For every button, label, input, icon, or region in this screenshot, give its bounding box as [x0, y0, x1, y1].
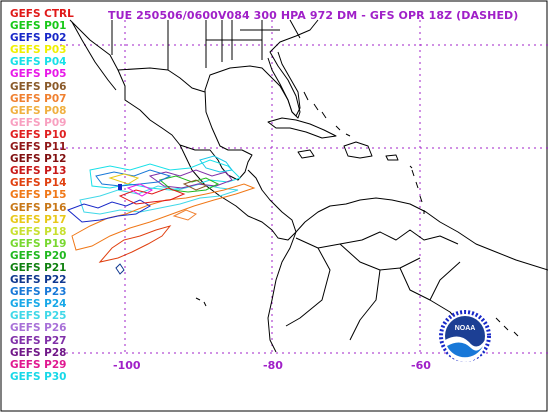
legend-item: GEFS P02: [10, 32, 67, 45]
baja-coast: [71, 21, 117, 91]
contour-orange-3: [172, 209, 198, 221]
contour-brown-1: [182, 179, 208, 191]
north-america-coast: [69, 19, 319, 181]
legend-item: GEFS P10: [10, 128, 67, 141]
graticule: [60, 20, 548, 354]
noaa-logo: NOAA: [439, 310, 491, 362]
legend-item: GEFS P15: [10, 189, 67, 202]
legend-item: GEFS P11: [10, 141, 67, 154]
cuba-coast: [267, 117, 337, 139]
south-america-coast: [295, 197, 548, 271]
ensemble-contours: [67, 155, 256, 275]
legend-item: GEFS P19: [10, 237, 67, 250]
mexico-border: [117, 67, 206, 93]
legend-item: GEFS P04: [10, 56, 67, 69]
legend-item: GEFS P25: [10, 310, 67, 323]
legend-item: GEFS P06: [10, 80, 67, 93]
legend-item: GEFS P09: [10, 116, 67, 129]
legend-item: GEFS CTRL: [10, 8, 74, 20]
legend-item: GEFS P16: [10, 201, 67, 214]
noaa-logo-text: NOAA: [455, 325, 476, 332]
legend-item: GEFS P14: [10, 177, 67, 190]
legend-item: GEFS P13: [10, 165, 67, 178]
legend-item: GEFS P28: [10, 346, 67, 359]
lesser-antilles: [409, 165, 425, 214]
galapagos-islands: [195, 297, 207, 307]
florida-coast: [267, 51, 301, 117]
puerto-rico-coast: [385, 154, 399, 161]
legend-item: GEFS P05: [10, 68, 67, 81]
lon-label-80: -80: [263, 359, 283, 372]
legend-item: GEFS P17: [10, 213, 67, 226]
ensemble-legend: GEFS CTRL GEFS P01 GEFS P02 GEFS P03 GEFS P0…: [0, 8, 74, 383]
contour-cyan-2: [79, 183, 239, 215]
contour-yellow-1: [108, 173, 140, 185]
jamaica-coast: [297, 149, 315, 159]
legend-item: GEFS P22: [10, 274, 67, 287]
legend-item: GEFS P30: [10, 370, 67, 383]
legend-item: GEFS P27: [10, 334, 67, 347]
legend-item: GEFS P24: [10, 298, 67, 311]
contour-blue-3: [115, 263, 125, 275]
contour-orange-2: [98, 225, 172, 263]
lon-label-60: -60: [411, 359, 431, 372]
south-america-borders: [285, 229, 463, 341]
contour-magenta-1: [126, 183, 154, 197]
forecast-marker: [118, 184, 122, 190]
bahamas-islands: [303, 91, 351, 137]
legend-item: GEFS P12: [10, 153, 67, 166]
legend-item: GEFS P07: [10, 92, 67, 105]
legend-item: GEFS P20: [10, 249, 67, 262]
contour-red-1: [118, 187, 186, 205]
contour-green-1: [158, 175, 220, 193]
south-america-west: [267, 231, 297, 353]
contour-orange-1: [71, 183, 256, 251]
contour-cyan-3: [199, 155, 233, 173]
hispaniola-coast: [343, 141, 373, 159]
southern-islands: [495, 317, 519, 337]
us-state-borders: [111, 19, 301, 70]
legend-item: GEFS P08: [10, 104, 67, 117]
legend-item: GEFS P01: [10, 20, 67, 33]
legend-item: GEFS P23: [10, 286, 67, 299]
map-title: TUE 250506/0600V084 300 HPA 972 DM - GFS…: [108, 9, 519, 22]
legend-item: GEFS P26: [10, 322, 67, 335]
legend-item: GEFS P18: [10, 225, 67, 238]
legend-item: GEFS P03: [10, 44, 67, 57]
legend-item: GEFS P21: [10, 261, 67, 274]
legend-item: GEFS P29: [10, 358, 67, 371]
lon-label-100: -100: [113, 359, 141, 372]
contour-purple-1: [148, 169, 233, 189]
contour-cyan-1: [89, 159, 241, 191]
